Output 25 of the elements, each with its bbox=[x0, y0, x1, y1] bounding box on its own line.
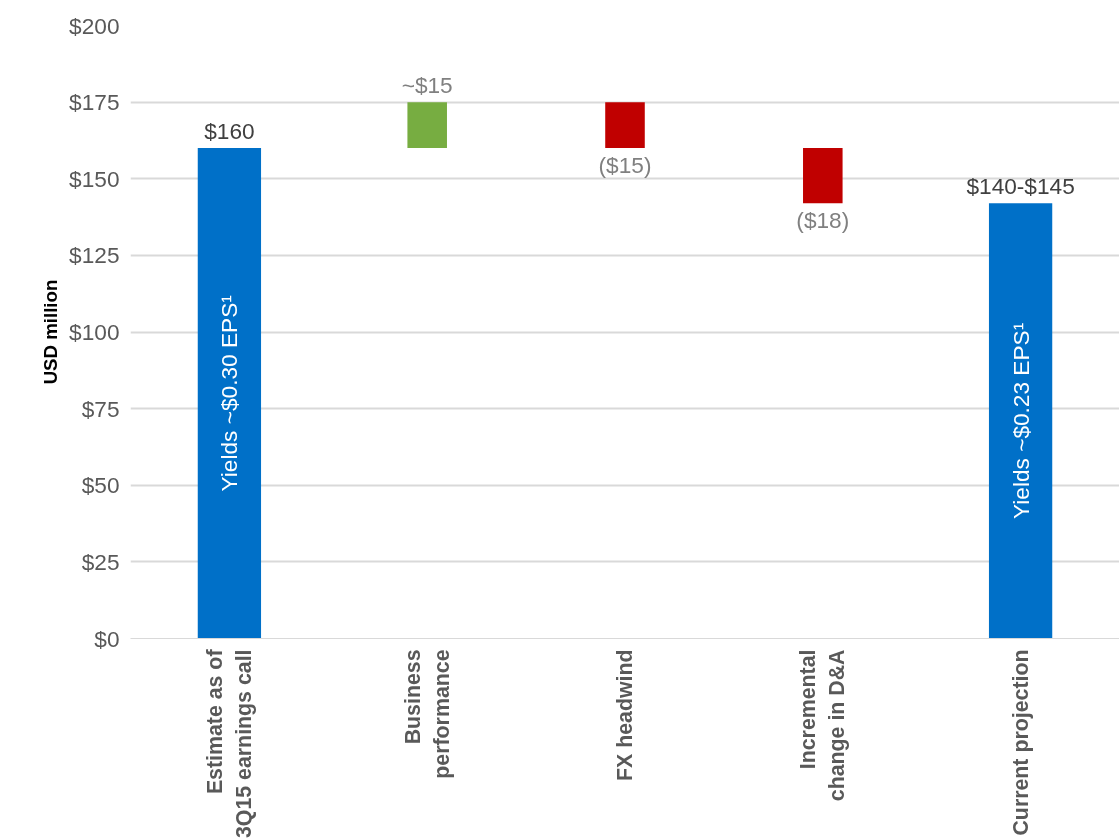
x-tick-label: Estimate as of 3Q15 earnings call bbox=[203, 648, 256, 838]
x-tick-label: Current projection bbox=[1008, 649, 1033, 836]
bar bbox=[803, 148, 843, 204]
y-tick-label: $200 bbox=[69, 12, 120, 39]
y-axis-title: USD million bbox=[40, 279, 62, 385]
y-tick-label: $75 bbox=[81, 395, 120, 422]
data-label: $160 bbox=[204, 118, 255, 145]
y-tick-label: $100 bbox=[69, 319, 120, 345]
y-tick-label: $175 bbox=[69, 89, 120, 116]
bar bbox=[407, 102, 447, 149]
bar bbox=[605, 102, 645, 149]
y-tick-label: $50 bbox=[81, 472, 120, 499]
x-tick-label: Incremental change in D&A bbox=[796, 649, 850, 802]
data-label: ($15) bbox=[598, 152, 652, 179]
y-tick-label: $0 bbox=[94, 625, 120, 652]
data-label: ($18) bbox=[796, 207, 850, 234]
y-tick-label: $25 bbox=[81, 548, 120, 575]
y-tick-label: $125 bbox=[69, 242, 120, 269]
x-tick-label: Business performance bbox=[400, 649, 454, 779]
x-tick-label: FX headwind bbox=[613, 649, 637, 782]
y-tick-label: $150 bbox=[69, 165, 120, 192]
data-label: $140-$145 bbox=[966, 173, 1075, 200]
annotation: Yields ~$0.30 EPS¹ bbox=[216, 294, 243, 492]
annotation: Yields ~$0.23 EPS¹ bbox=[1007, 322, 1034, 520]
data-label: ~$15 bbox=[401, 72, 453, 99]
